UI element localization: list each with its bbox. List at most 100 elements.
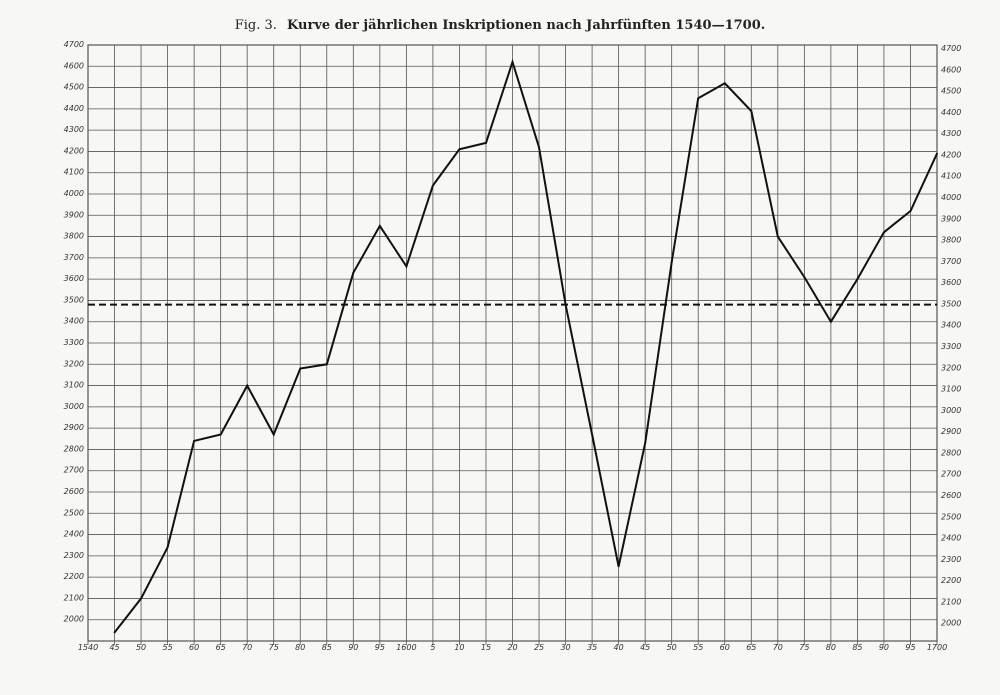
y-tick-label-right: 2000 xyxy=(941,619,961,628)
x-tick-label: 1700 xyxy=(927,643,947,652)
y-tick-label-right: 4100 xyxy=(941,172,961,181)
y-tick-label-right: 2700 xyxy=(941,470,961,479)
y-tick-label-left: 4100 xyxy=(64,168,84,177)
figure-label: Fig. 3. xyxy=(234,18,277,33)
y-tick-label-left: 2900 xyxy=(64,423,84,432)
x-tick-label: 70 xyxy=(773,643,783,652)
y-tick-label-left: 2100 xyxy=(64,593,84,602)
y-tick-label-right: 2100 xyxy=(941,597,961,606)
y-tick-label-left: 3900 xyxy=(64,210,84,219)
x-tick-label: 90 xyxy=(348,643,358,652)
y-tick-label-right: 3100 xyxy=(941,385,961,394)
y-tick-label-left: 4600 xyxy=(64,61,84,70)
y-tick-label-right: 4700 xyxy=(941,44,961,53)
data-point xyxy=(750,110,753,112)
x-tick-label: 50 xyxy=(136,643,146,652)
x-tick-label: 80 xyxy=(295,643,305,652)
y-tick-label-left: 4300 xyxy=(64,125,84,134)
y-tick-label-left: 3800 xyxy=(64,232,84,241)
data-point xyxy=(909,210,912,212)
chart-title: Fig. 3. Kurve der jährlichen Inskription… xyxy=(0,18,1000,33)
y-tick-label-left: 3400 xyxy=(64,317,84,326)
data-point xyxy=(591,433,593,436)
x-tick-label: 15 xyxy=(481,643,491,652)
y-tick-label-right: 3800 xyxy=(941,236,961,245)
x-tick-label: 5 xyxy=(430,643,435,652)
x-tick-label: 35 xyxy=(587,643,597,652)
y-tick-label-left: 2600 xyxy=(64,487,84,496)
data-point xyxy=(166,546,169,549)
y-tick-label-left: 2700 xyxy=(64,466,84,475)
y-tick-label-right: 3400 xyxy=(941,321,961,330)
y-tick-label-left: 3000 xyxy=(64,402,84,411)
data-point xyxy=(803,276,806,278)
x-tick-label: 40 xyxy=(614,643,624,652)
data-point xyxy=(299,367,302,370)
y-tick-label-right: 4400 xyxy=(941,108,961,117)
data-point xyxy=(219,433,222,436)
x-tick-label: 45 xyxy=(640,643,650,652)
x-tick-label: 60 xyxy=(720,643,730,652)
data-point xyxy=(776,235,779,238)
y-tick-label-left: 2400 xyxy=(64,530,84,539)
y-tick-label-right: 2800 xyxy=(941,448,961,457)
data-point xyxy=(829,320,832,323)
x-tick-label: 25 xyxy=(534,643,544,652)
x-tick-label: 45 xyxy=(109,643,119,652)
x-tick-label: 85 xyxy=(852,643,862,652)
x-tick-label: 95 xyxy=(375,643,385,652)
data-point xyxy=(193,440,196,442)
x-tick-label: 30 xyxy=(560,643,570,652)
y-tick-label-right: 4600 xyxy=(941,65,961,74)
data-point xyxy=(246,384,249,387)
y-tick-label-right: 2200 xyxy=(941,576,961,585)
data-point xyxy=(272,433,275,436)
y-tick-label-right: 2300 xyxy=(941,555,961,564)
y-tick-label-left: 3500 xyxy=(64,295,84,304)
data-point xyxy=(883,231,885,234)
y-tick-label-right: 3300 xyxy=(941,342,961,351)
y-tick-label-right: 3200 xyxy=(941,363,961,372)
data-point xyxy=(697,97,700,100)
y-tick-label-right: 4200 xyxy=(941,150,961,159)
y-tick-label-left: 4700 xyxy=(64,40,84,49)
data-point xyxy=(936,152,938,155)
x-tick-label: 1600 xyxy=(396,643,416,652)
y-tick-label-left: 2800 xyxy=(64,444,84,453)
data-point xyxy=(538,146,540,149)
y-tick-label-right: 3900 xyxy=(941,214,961,223)
y-tick-label-right: 3000 xyxy=(941,406,961,415)
y-tick-label-left: 3300 xyxy=(64,338,84,347)
y-tick-label-right: 4300 xyxy=(941,129,961,138)
data-point xyxy=(485,142,487,144)
x-tick-label: 75 xyxy=(799,643,809,652)
y-tick-label-left: 4400 xyxy=(64,104,84,113)
y-tick-label-right: 3500 xyxy=(941,299,961,308)
data-point xyxy=(113,631,116,634)
x-tick-label: 60 xyxy=(189,643,199,652)
x-tick-label: 80 xyxy=(826,643,836,652)
y-tick-label-left: 2000 xyxy=(64,615,84,624)
x-tick-label: 10 xyxy=(454,643,464,652)
y-tick-label-left: 3700 xyxy=(64,253,84,262)
data-point xyxy=(723,82,726,85)
data-point xyxy=(432,184,434,187)
y-tick-label-right: 2900 xyxy=(941,427,961,436)
x-tick-label: 95 xyxy=(905,643,915,652)
x-tick-label: 70 xyxy=(242,643,252,652)
data-point xyxy=(564,303,567,306)
x-tick-label: 55 xyxy=(163,643,173,652)
y-tick-label-right: 2500 xyxy=(941,512,961,521)
x-tick-label: 90 xyxy=(879,643,889,652)
data-point xyxy=(617,565,620,568)
y-tick-label-right: 4500 xyxy=(941,87,961,96)
series-line xyxy=(113,58,938,634)
x-tick-label: 65 xyxy=(746,643,756,652)
y-tick-label-left: 2300 xyxy=(64,551,84,560)
x-tick-label: 1540 xyxy=(78,643,98,652)
x-tick-label: 50 xyxy=(667,643,677,652)
y-tick-label-left: 3100 xyxy=(64,381,84,390)
y-tick-label-right: 2400 xyxy=(941,534,961,543)
